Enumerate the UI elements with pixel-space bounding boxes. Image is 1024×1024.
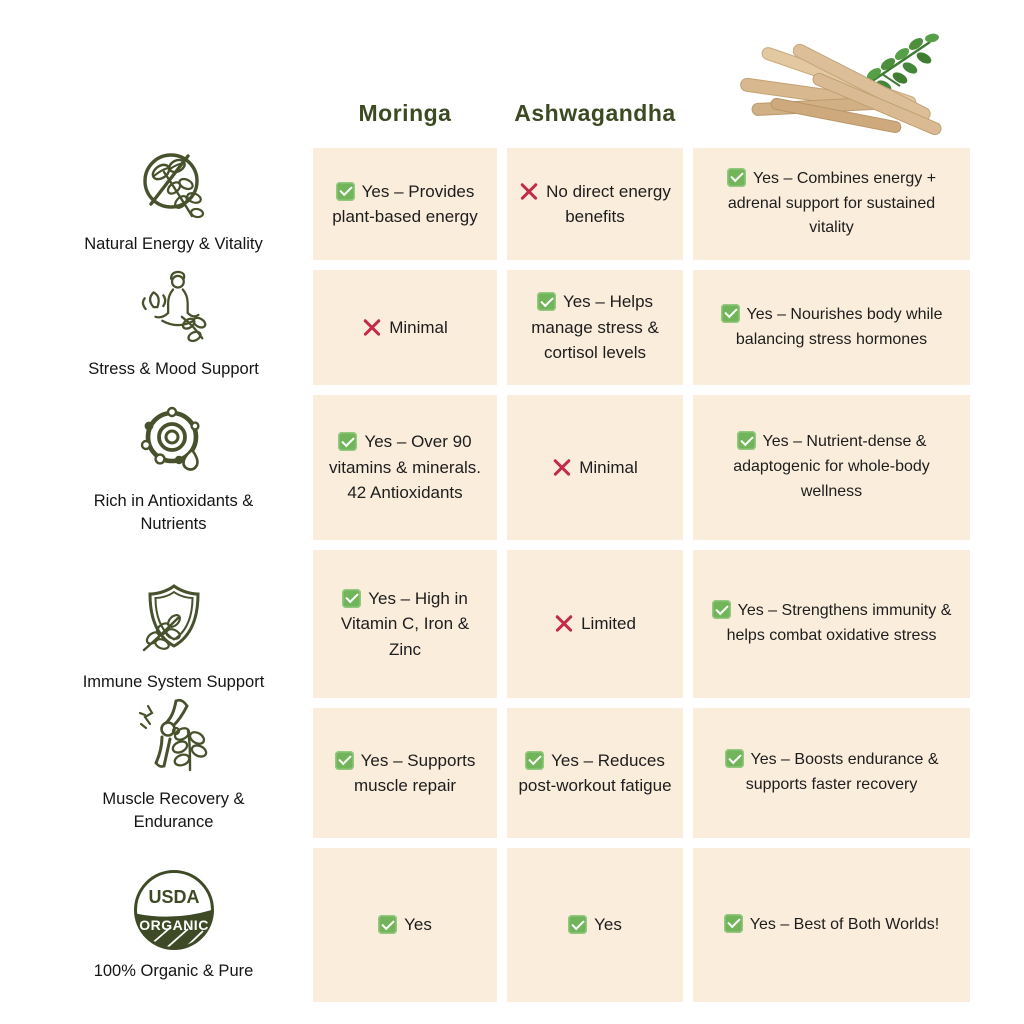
row-label: Stress & Mood Support <box>88 359 259 378</box>
cross-icon <box>552 458 572 477</box>
check-icon <box>335 181 355 201</box>
row-label: Natural Energy & Vitality <box>84 234 263 253</box>
cell-stress-combined: Yes – Nourishes body while balancing str… <box>693 270 970 385</box>
cell-immune-moringa: Yes – High in Vitamin C, Iron & Zinc <box>313 550 497 698</box>
cell-text: Yes – Strengthens immunity & helps comba… <box>726 602 952 644</box>
roots-and-leaf-image <box>732 26 946 148</box>
cross-icon <box>519 182 539 201</box>
row-header-organic: USDA ORGANIC 100% Organic & Pure <box>44 848 303 1002</box>
cell-energy-ashwagandha: No direct energy benefits <box>507 148 683 260</box>
check-icon <box>723 913 743 933</box>
check-icon <box>711 600 731 620</box>
check-icon <box>536 292 556 312</box>
check-icon <box>726 167 746 187</box>
cell-text: Limited <box>581 614 636 634</box>
check-icon <box>525 750 545 770</box>
cell-text: Yes – Helps manage stress & cortisol lev… <box>531 292 659 363</box>
cell-energy-moringa: Yes – Provides plant-based energy <box>313 148 497 260</box>
check-icon <box>720 303 740 323</box>
table-header: Moringa Ashwagandha <box>0 0 1024 148</box>
no-caffeine-icon <box>134 146 214 226</box>
cell-organic-combined: Yes – Best of Both Worlds! <box>693 848 970 1002</box>
check-icon <box>338 432 358 452</box>
cell-text: Yes – Nourishes body while balancing str… <box>735 305 943 348</box>
ashwagandha-roots-graphic <box>740 43 942 136</box>
row-label: Muscle Recovery & Endurance <box>102 790 245 831</box>
row-label: 100% Organic & Pure <box>93 961 254 980</box>
cell-text: Yes – Provides plant-based energy <box>332 181 478 227</box>
cell-stress-ashwagandha: Yes – Helps manage stress & cortisol lev… <box>507 270 683 385</box>
cell-organic-moringa: Yes <box>313 848 497 1002</box>
cell-muscle-moringa: Yes – Supports muscle repair <box>313 708 497 838</box>
cell-energy-combined: Yes – Combines energy + adrenal support … <box>693 148 970 260</box>
cell-text: Yes – Over 90 vitamins & minerals. 42 An… <box>328 432 482 503</box>
row-header-stress-mood: Stress & Mood Support <box>44 270 303 385</box>
row-label: Rich in Antioxidants & Nutrients <box>93 492 254 533</box>
joint-recovery-icon <box>132 697 216 781</box>
cell-immune-combined: Yes – Strengthens immunity & helps comba… <box>693 550 970 698</box>
cell-text: No direct energy benefits <box>546 181 671 227</box>
cell-text: Minimal <box>579 457 638 477</box>
comparison-table: Natural Energy & Vitality Yes – Provides… <box>0 148 1024 1002</box>
cell-antioxidants-combined: Yes – Nutrient-dense & adaptogenic for w… <box>693 395 970 540</box>
cell-text: Minimal <box>389 317 448 337</box>
cell-antioxidants-ashwagandha: Minimal <box>507 395 683 540</box>
cell-text: Yes <box>594 915 622 935</box>
svg-text:USDA: USDA <box>148 887 199 907</box>
cell-text: Yes – Combines energy + adrenal support … <box>727 169 937 237</box>
cell-text: Yes – Reduces post-workout fatigue <box>518 750 672 796</box>
meditation-icon <box>133 269 215 351</box>
cell-text: Yes – Best of Both Worlds! <box>749 915 940 933</box>
cell-immune-ashwagandha: Limited <box>507 550 683 698</box>
cell-text: Yes <box>404 915 432 935</box>
cell-antioxidants-moringa: Yes – Over 90 vitamins & minerals. 42 An… <box>313 395 497 540</box>
cell-text: Yes – Nutrient-dense & adaptogenic for w… <box>733 433 930 500</box>
row-header-antioxidants: Rich in Antioxidants & Nutrients <box>44 395 303 540</box>
antioxidant-molecule-icon <box>132 399 216 483</box>
usda-organic-seal-icon: USDA ORGANIC <box>131 867 217 953</box>
row-label: Immune System Support <box>82 672 265 691</box>
check-icon <box>334 750 354 770</box>
shield-leaf-icon <box>132 580 216 664</box>
cell-muscle-ashwagandha: Yes – Reduces post-workout fatigue <box>507 708 683 838</box>
column-header-ashwagandha: Ashwagandha <box>514 100 676 126</box>
cell-text: Yes – Boosts endurance & supports faster… <box>745 751 939 793</box>
cell-stress-moringa: Minimal <box>313 270 497 385</box>
check-icon <box>342 588 362 608</box>
cross-icon <box>362 318 382 337</box>
row-header-immune: Immune System Support <box>44 550 303 698</box>
row-header-muscle: Muscle Recovery & Endurance <box>44 699 303 838</box>
cell-organic-ashwagandha: Yes <box>507 848 683 1002</box>
row-header-natural-energy: Natural Energy & Vitality <box>44 148 303 260</box>
cell-text: Yes – Supports muscle repair <box>353 750 476 796</box>
check-icon <box>568 915 588 935</box>
svg-text:ORGANIC: ORGANIC <box>139 917 209 933</box>
cross-icon <box>554 614 574 633</box>
cell-text: Yes – High in Vitamin C, Iron & Zinc <box>340 588 470 659</box>
check-icon <box>378 915 398 935</box>
column-header-moringa: Moringa <box>358 100 452 126</box>
check-icon <box>736 431 756 451</box>
cell-muscle-combined: Yes – Boosts endurance & supports faster… <box>693 708 970 838</box>
check-icon <box>724 749 744 769</box>
